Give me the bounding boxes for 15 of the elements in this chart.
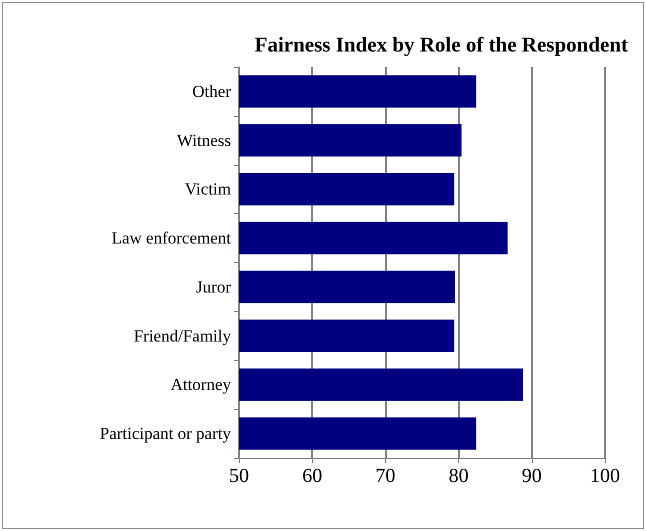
x-tick-label: 100 <box>590 465 620 487</box>
x-tick-label: 90 <box>522 465 542 487</box>
y-tick-label: Friend/Family <box>134 326 232 346</box>
y-tick-label: Participant or party <box>100 424 232 444</box>
y-tick-label: Victim <box>184 180 231 199</box>
x-tick-label: 70 <box>375 465 396 487</box>
x-tick-label: 80 <box>448 465 469 487</box>
y-tick-label: Law enforcement <box>112 228 232 248</box>
y-tick-label: Other <box>192 82 232 101</box>
chart-title: Fairness Index by Role of the Respondent <box>254 32 628 56</box>
x-tick-label: 60 <box>302 465 322 487</box>
y-tick-label: Witness <box>176 130 231 150</box>
y-tick-label: Juror <box>196 277 232 296</box>
x-tick-label: 50 <box>229 465 249 487</box>
y-tick-label: Attorney <box>170 375 232 394</box>
